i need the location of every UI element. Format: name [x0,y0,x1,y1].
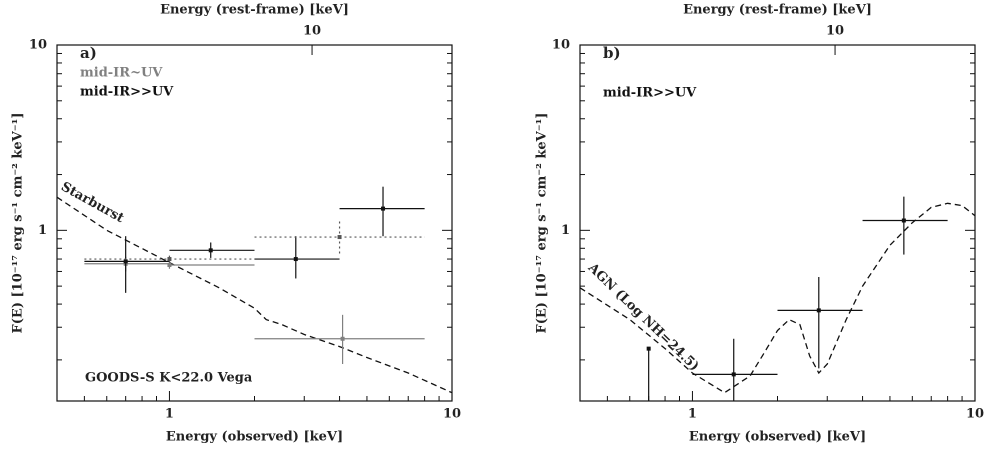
x-tick-label: 10 [966,407,984,422]
data-point [646,346,651,351]
x-axis-title: Energy (observed) [keV] [166,430,343,445]
x-tick-label: 1 [688,407,697,422]
y-tick-label: 10 [29,38,47,53]
y-tick-label: 1 [561,223,570,238]
data-point [731,372,736,377]
data-point [167,257,172,262]
legend-entry: mid-IR~UV [80,66,163,81]
data-point [381,206,386,211]
data-point [293,257,298,262]
y-axis-title: F(E) [10⁻¹⁷ erg s⁻¹ cm⁻² keV⁻¹] [535,113,550,334]
panel-label: a) [80,44,97,62]
y-axis-title: F(E) [10⁻¹⁷ erg s⁻¹ cm⁻² keV⁻¹] [11,113,26,334]
data-point [901,218,906,223]
data-point [167,263,172,268]
y-tick-label: 1 [38,223,47,238]
model-curve [579,202,976,394]
x-axis-title: Energy (observed) [keV] [689,430,866,445]
annotation: GOODS-S K<22.0 Vega [85,371,253,386]
top-axis-title: Energy (rest-frame) [keV] [683,3,872,18]
x-tick-label: 1 [165,407,174,422]
annotation: Starburst [58,179,126,226]
data-point [208,248,213,253]
model-curve [56,196,453,394]
x2-tick-label: 10 [303,24,321,39]
data-point [340,336,345,341]
x-tick-label: 10 [443,407,461,422]
data-point [816,308,821,313]
annotation: AGN (Log NH=24.5) [584,260,702,374]
legend-entry: mid-IR>>UV [603,86,697,101]
y-tick-label: 10 [552,38,570,53]
x2-tick-label: 10 [826,24,844,39]
data-point [123,259,128,264]
top-axis-title: Energy (rest-frame) [keV] [160,3,349,18]
legend-entry: mid-IR>>UV [80,85,174,100]
data-point [337,235,342,240]
panel-label: b) [603,44,621,62]
